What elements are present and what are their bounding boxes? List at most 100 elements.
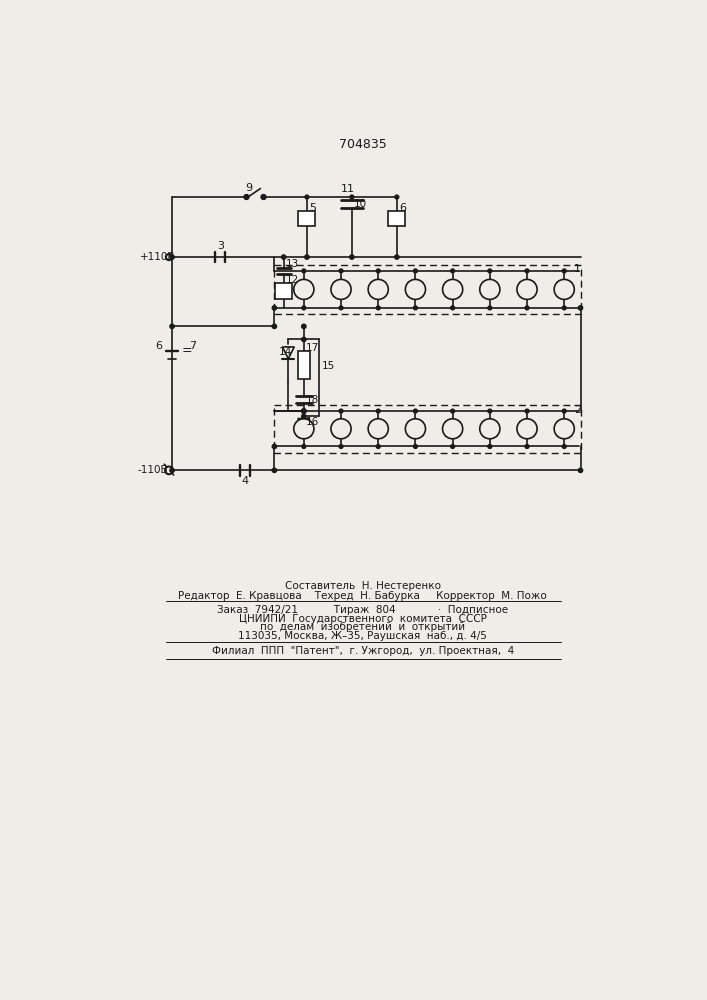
Circle shape xyxy=(368,279,388,299)
Circle shape xyxy=(395,195,399,199)
Circle shape xyxy=(488,409,492,413)
Text: 16: 16 xyxy=(306,417,320,427)
Circle shape xyxy=(170,255,174,259)
Circle shape xyxy=(480,419,500,439)
Circle shape xyxy=(302,409,306,413)
Text: 3: 3 xyxy=(217,241,224,251)
Circle shape xyxy=(376,409,380,413)
Bar xyxy=(274,265,580,314)
Circle shape xyxy=(376,306,380,310)
Circle shape xyxy=(272,306,276,310)
Bar xyxy=(298,351,310,379)
Circle shape xyxy=(443,279,462,299)
Bar xyxy=(274,405,580,453)
Bar xyxy=(388,211,405,226)
Bar xyxy=(298,211,315,226)
Circle shape xyxy=(166,254,172,260)
Circle shape xyxy=(405,419,426,439)
Circle shape xyxy=(339,445,343,448)
Text: 7: 7 xyxy=(189,341,197,351)
Circle shape xyxy=(450,445,455,448)
Circle shape xyxy=(302,445,305,448)
Circle shape xyxy=(376,269,380,273)
Text: Заказ  7942/21           Тираж  804             ·  Подписное: Заказ 7942/21 Тираж 804 · Подписное xyxy=(217,605,508,615)
Text: 4: 4 xyxy=(242,476,249,486)
Circle shape xyxy=(302,337,306,342)
Text: 14: 14 xyxy=(279,347,292,357)
Text: Редактор  Е. Кравцова    Техред  Н. Бабурка     Корректор  М. Пожо: Редактор Е. Кравцова Техред Н. Бабурка К… xyxy=(178,591,547,601)
Circle shape xyxy=(554,279,574,299)
Text: -110В: -110В xyxy=(138,465,168,475)
Circle shape xyxy=(562,409,566,413)
Circle shape xyxy=(443,419,462,439)
Circle shape xyxy=(488,445,492,448)
Text: 2: 2 xyxy=(574,405,581,415)
Circle shape xyxy=(414,445,417,448)
Circle shape xyxy=(525,445,529,448)
Text: по  делам  изобретений  и  открытий: по делам изобретений и открытий xyxy=(260,622,465,632)
Circle shape xyxy=(170,468,174,473)
Text: 12: 12 xyxy=(286,275,299,285)
Circle shape xyxy=(331,279,351,299)
Circle shape xyxy=(414,269,417,273)
Circle shape xyxy=(562,269,566,273)
Circle shape xyxy=(488,306,492,310)
Circle shape xyxy=(245,195,248,199)
Circle shape xyxy=(302,414,306,419)
Circle shape xyxy=(302,324,306,329)
Circle shape xyxy=(170,324,174,329)
Text: 10: 10 xyxy=(354,199,368,209)
Circle shape xyxy=(302,306,305,310)
Text: 6: 6 xyxy=(399,203,406,213)
Bar xyxy=(275,283,292,299)
Circle shape xyxy=(293,279,314,299)
Circle shape xyxy=(414,409,417,413)
Text: +110В: +110В xyxy=(139,252,175,262)
Circle shape xyxy=(525,409,529,413)
Text: 1: 1 xyxy=(574,264,581,274)
Text: 5: 5 xyxy=(309,203,316,213)
Circle shape xyxy=(450,306,455,310)
Circle shape xyxy=(562,445,566,448)
Circle shape xyxy=(302,409,306,413)
Circle shape xyxy=(405,279,426,299)
Circle shape xyxy=(272,444,276,449)
Circle shape xyxy=(368,419,388,439)
Text: =: = xyxy=(182,344,192,358)
Text: 11: 11 xyxy=(341,184,355,194)
Circle shape xyxy=(262,195,265,199)
Circle shape xyxy=(578,306,583,310)
Circle shape xyxy=(305,255,309,259)
Text: 17: 17 xyxy=(305,343,319,353)
Circle shape xyxy=(331,419,351,439)
Circle shape xyxy=(578,468,583,473)
Circle shape xyxy=(339,306,343,310)
Circle shape xyxy=(350,195,354,199)
Text: 113035, Москва, Ж–35, Раушская  наб., д. 4/5: 113035, Москва, Ж–35, Раушская наб., д. … xyxy=(238,631,487,641)
Circle shape xyxy=(272,324,276,329)
Text: 15: 15 xyxy=(322,361,335,371)
Circle shape xyxy=(450,409,455,413)
Circle shape xyxy=(293,419,314,439)
Circle shape xyxy=(339,409,343,413)
Text: 6: 6 xyxy=(155,341,162,351)
Circle shape xyxy=(480,279,500,299)
Circle shape xyxy=(517,419,537,439)
Circle shape xyxy=(281,255,286,259)
Circle shape xyxy=(302,269,305,273)
Circle shape xyxy=(165,466,173,474)
Circle shape xyxy=(244,195,249,199)
Circle shape xyxy=(261,195,266,199)
Circle shape xyxy=(525,306,529,310)
Text: 704835: 704835 xyxy=(339,138,387,151)
Circle shape xyxy=(525,269,529,273)
Circle shape xyxy=(562,306,566,310)
Text: Филиал  ППП  "Патент",  г. Ужгород,  ул. Проектная,  4: Филиал ППП "Патент", г. Ужгород, ул. Про… xyxy=(211,646,514,656)
Circle shape xyxy=(339,269,343,273)
Circle shape xyxy=(554,419,574,439)
Text: Составитель  Н. Нестеренко: Составитель Н. Нестеренко xyxy=(285,581,440,591)
Text: ЦНИИПИ  Государственного  комитета  СССР: ЦНИИПИ Государственного комитета СССР xyxy=(239,614,486,624)
Circle shape xyxy=(414,306,417,310)
Circle shape xyxy=(272,468,276,473)
Circle shape xyxy=(302,409,305,413)
